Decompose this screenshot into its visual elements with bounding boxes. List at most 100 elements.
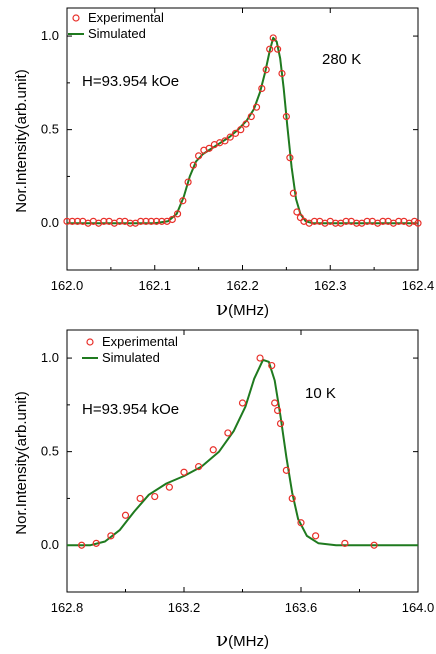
experimental-point — [310, 217, 319, 225]
experimental-point — [92, 539, 100, 547]
experimental-point — [282, 466, 290, 474]
temperature-annotation: 10 K — [305, 385, 336, 402]
experimental-point — [289, 189, 297, 197]
x-tick-label: 162.1 — [138, 278, 171, 293]
x-tick-label: 163.6 — [285, 600, 318, 615]
experimental-point — [252, 103, 261, 111]
experimental-point — [189, 161, 197, 169]
field-annotation: H=93.954 kOe — [82, 73, 179, 90]
experimental-point — [78, 541, 86, 549]
field-annotation: H=93.954 kOe — [82, 401, 179, 418]
chart-panel-1: 162.0 162.1 162.2 162.3 162.4 0.0 0.5 1.0 Experi… — [13, 7, 435, 320]
experimental-point — [100, 217, 108, 225]
experimental-point — [152, 217, 161, 225]
experimental-point — [282, 112, 290, 121]
experimental-point — [237, 126, 245, 134]
experimental-point — [224, 429, 232, 437]
experimental-point — [195, 463, 203, 471]
experimental-point — [126, 219, 134, 227]
y-tick-label: 1.0 — [41, 350, 59, 365]
experimental-point — [293, 208, 301, 216]
experimental-point — [158, 217, 166, 225]
experimental-point — [414, 219, 422, 227]
experimental-point — [379, 217, 387, 225]
experimental-point — [195, 152, 203, 160]
experimental-point — [168, 215, 176, 224]
experimental-point — [179, 197, 187, 205]
experimental-point — [142, 217, 150, 225]
x-tick-label: 162.8 — [51, 600, 84, 615]
experimental-point — [266, 45, 274, 53]
experimental-point — [288, 494, 296, 503]
experimental-point — [297, 519, 305, 527]
experimental-point — [238, 399, 247, 407]
experimental-point — [269, 34, 277, 42]
experimental-point — [274, 45, 282, 53]
x-tick-label: 162.4 — [402, 278, 435, 293]
experimental-point — [180, 468, 188, 476]
legend-experimental-label: Experimental — [102, 334, 178, 349]
legend-experimental-label: Experimental — [88, 10, 164, 25]
x-tick-label: 162.0 — [51, 278, 84, 293]
experimental-point — [395, 217, 403, 225]
experimental-point — [352, 219, 361, 227]
experimental-point — [341, 539, 349, 547]
experimental-point — [173, 210, 182, 218]
experimental-point — [151, 492, 159, 501]
x-tick-label: 162.2 — [226, 278, 259, 293]
y-axis-label: Nor.Intensity(arb.unit) — [13, 391, 30, 534]
experimental-point — [209, 446, 217, 454]
x-tick-label: 163.2 — [168, 600, 201, 615]
experimental-point — [242, 120, 250, 128]
experimental-point — [363, 217, 371, 225]
experimental-point — [226, 133, 234, 141]
legend-experimental-marker — [72, 14, 80, 22]
y-tick-label: 0.5 — [41, 122, 59, 137]
plot-frame — [66, 329, 419, 593]
simulated-series-line — [67, 358, 418, 547]
experimental-point — [342, 217, 350, 225]
y-tick-label: 1.0 — [41, 28, 59, 43]
experimental-point — [63, 217, 71, 225]
experimental-point — [247, 112, 255, 121]
legend-simulated-label: Simulated — [102, 350, 160, 365]
plot-frame — [66, 7, 419, 271]
experimental-point — [147, 217, 155, 225]
experimental-point — [221, 137, 229, 145]
experimental-point — [274, 406, 282, 415]
y-axis-label: Nor.Intensity(arb.unit) — [13, 69, 30, 212]
experimental-point — [278, 69, 286, 78]
legend-experimental-marker — [86, 338, 94, 346]
experimental-point — [184, 178, 192, 186]
experimental-point — [231, 129, 240, 137]
experimental-point — [116, 217, 124, 225]
experimental-point — [331, 219, 340, 227]
experimental-point — [262, 66, 270, 74]
x-tick-label: 162.3 — [314, 278, 347, 293]
experimental-point — [370, 541, 378, 549]
experimental-point — [73, 217, 82, 225]
temperature-annotation: 280 K — [322, 51, 361, 68]
x-tick-label: 164.0 — [402, 600, 435, 615]
experimental-point — [410, 217, 419, 225]
experimental-point — [136, 494, 144, 503]
experimental-point — [276, 419, 285, 428]
experimental-point — [268, 361, 276, 370]
y-tick-label: 0.0 — [41, 537, 59, 552]
x-axis-label: ν(MHz) — [216, 627, 269, 651]
experimental-point — [137, 217, 145, 225]
experimental-point — [107, 532, 115, 540]
experimental-point — [271, 399, 279, 407]
legend-simulated-label: Simulated — [88, 26, 146, 41]
experimental-point — [121, 511, 130, 519]
experimental-point — [205, 144, 213, 152]
y-tick-label: 0.5 — [41, 444, 59, 459]
experimental-point — [165, 483, 173, 491]
experimental-point — [258, 84, 266, 93]
simulated-series-line — [67, 36, 418, 225]
experimental-point — [312, 532, 320, 540]
y-tick-label: 0.0 — [41, 215, 59, 230]
experimental-point — [286, 154, 294, 162]
experimental-point — [256, 354, 264, 362]
